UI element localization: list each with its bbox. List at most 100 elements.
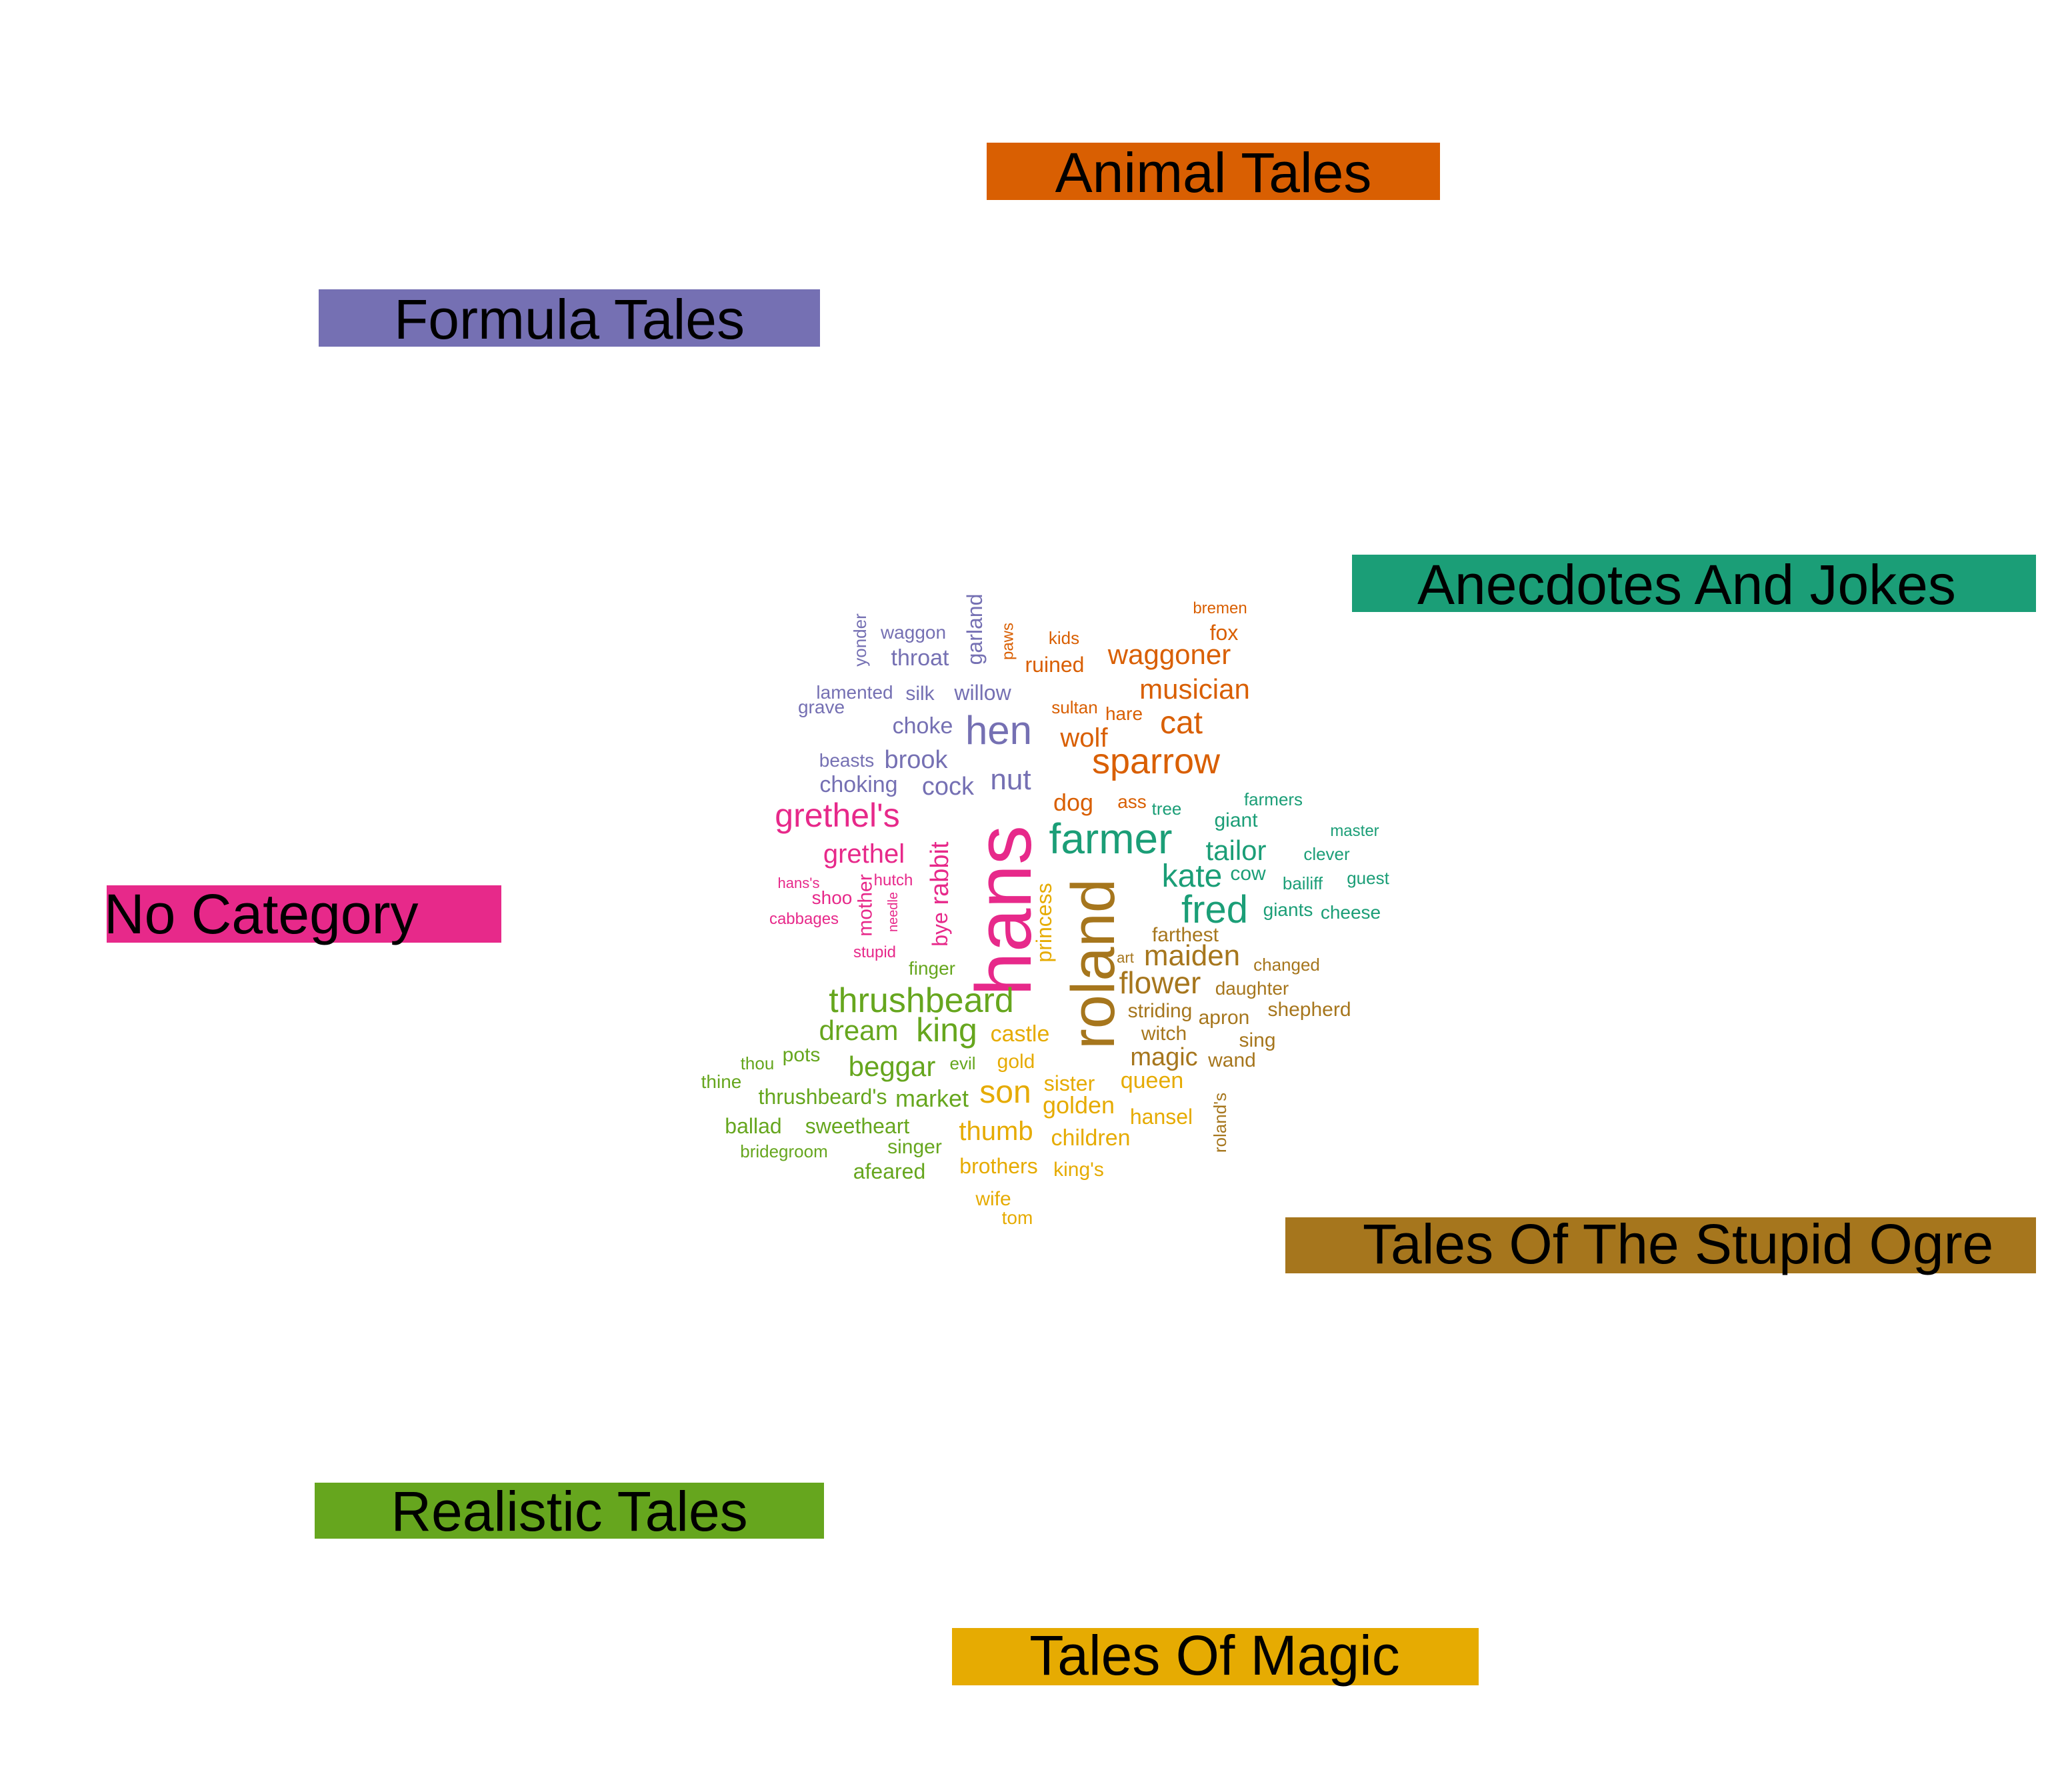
word-finger: finger	[909, 958, 955, 979]
word-wand: wand	[1207, 1049, 1256, 1071]
word-grethel-s: grethel's	[775, 797, 899, 834]
word-willow: willow	[953, 681, 1011, 705]
category-text-formula: Formula Tales	[394, 288, 745, 351]
word-brothers: brothers	[959, 1154, 1037, 1178]
word-sultan: sultan	[1051, 697, 1097, 717]
word-bremen: bremen	[1193, 599, 1247, 617]
word-witch: witch	[1141, 1023, 1187, 1045]
word-sweetheart: sweetheart	[805, 1114, 910, 1138]
word-queen: queen	[1121, 1068, 1184, 1093]
word-sister: sister	[1044, 1071, 1095, 1095]
word-throat: throat	[891, 645, 949, 671]
word-dog: dog	[1053, 789, 1093, 816]
word-fred: fred	[1181, 888, 1248, 931]
word-beggar: beggar	[849, 1051, 936, 1082]
word-guest: guest	[1347, 868, 1389, 888]
category-box-magic	[952, 1628, 1479, 1685]
word-beasts: beasts	[819, 750, 875, 771]
word-wife: wife	[975, 1188, 1011, 1210]
word-shepherd: shepherd	[1267, 999, 1351, 1021]
word-apron: apron	[1199, 1007, 1250, 1029]
word-dream: dream	[819, 1015, 898, 1046]
category-label-anecdotes: Anecdotes And Jokes	[1352, 553, 2036, 616]
word-wolf: wolf	[1059, 723, 1108, 753]
word-nut: nut	[990, 763, 1031, 796]
word-farmers: farmers	[1244, 789, 1303, 809]
word-thrushbeard-s: thrushbeard's	[759, 1085, 887, 1109]
word-evil: evil	[949, 1053, 975, 1073]
category-labels: Animal Tales Formula Tales Anecdotes And…	[104, 141, 2036, 1687]
word-kate: kate	[1162, 859, 1223, 894]
word-tailor: tailor	[1205, 835, 1266, 866]
category-text-anecdotes: Anecdotes And Jokes	[1417, 553, 1956, 616]
word-afeared: afeared	[853, 1159, 926, 1183]
word-hans: hans	[960, 825, 1048, 996]
word-clever: clever	[1303, 844, 1350, 864]
category-label-animal: Animal Tales	[987, 141, 1440, 204]
word-silk: silk	[905, 683, 935, 705]
word-tree: tree	[1152, 799, 1182, 819]
word-brook: brook	[884, 746, 948, 774]
word-art: art	[1117, 949, 1134, 966]
word-needle: needle	[886, 892, 901, 932]
word-golden: golden	[1043, 1091, 1115, 1119]
category-label-realistic: Realistic Tales	[315, 1480, 824, 1543]
word-thine: thine	[701, 1071, 742, 1092]
word-cat: cat	[1160, 705, 1203, 741]
category-label-formula: Formula Tales	[319, 288, 820, 351]
word-gold: gold	[997, 1051, 1035, 1073]
category-box-nocat	[107, 885, 501, 943]
word-pots: pots	[783, 1044, 821, 1066]
category-label-magic: Tales Of Magic	[952, 1624, 1479, 1687]
word-thrushbeard: thrushbeard	[829, 981, 1014, 1020]
category-label-ogre: Tales Of The Stupid Ogre	[1285, 1213, 2036, 1275]
word-singer: singer	[887, 1136, 942, 1158]
word-waggon: waggon	[880, 622, 946, 643]
word-rabbit: rabbit	[926, 841, 954, 905]
word-son: son	[979, 1075, 1031, 1110]
word-stupid: stupid	[853, 943, 896, 961]
word-sing: sing	[1239, 1029, 1275, 1051]
word-thumb: thumb	[959, 1117, 1033, 1146]
word-sparrow: sparrow	[1092, 741, 1221, 781]
word-hutch: hutch	[874, 871, 913, 889]
word-fox: fox	[1210, 621, 1239, 645]
word-changed: changed	[1253, 955, 1320, 975]
word-garland: garland	[963, 594, 987, 665]
word-farmer: farmer	[1049, 815, 1173, 863]
word-hansel: hansel	[1130, 1105, 1193, 1129]
word-maiden: maiden	[1144, 939, 1240, 972]
word-castle: castle	[991, 1021, 1050, 1047]
word-children: children	[1051, 1125, 1130, 1151]
word-thou: thou	[741, 1053, 775, 1073]
word-musician: musician	[1139, 673, 1250, 705]
word-roland-s: roland's	[1210, 1093, 1230, 1153]
word-paws: paws	[999, 623, 1017, 660]
word-farthest: farthest	[1152, 924, 1219, 946]
word-market: market	[895, 1085, 969, 1112]
word-ruined: ruined	[1025, 653, 1085, 677]
word-cheese: cheese	[1321, 902, 1381, 923]
category-box-ogre	[1285, 1217, 2036, 1273]
word-choking: choking	[819, 772, 897, 797]
category-text-ogre: Tales Of The Stupid Ogre	[1363, 1213, 1993, 1275]
word-bailiff: bailiff	[1283, 873, 1323, 893]
word-daughter: daughter	[1215, 978, 1289, 999]
word-bye: bye	[928, 912, 952, 947]
category-box-realistic	[315, 1483, 824, 1539]
word-hen: hen	[965, 708, 1032, 753]
word-princess: princess	[1032, 883, 1056, 962]
word-striding: striding	[1128, 1000, 1193, 1022]
category-box-animal	[987, 143, 1440, 200]
word-mother: mother	[855, 874, 877, 936]
word-grave: grave	[798, 697, 845, 717]
category-box-formula	[319, 289, 820, 347]
word-giant: giant	[1214, 809, 1258, 831]
word-hans-s: hans's	[778, 875, 820, 891]
word-king-s: king's	[1053, 1159, 1104, 1181]
word-flower: flower	[1119, 965, 1201, 1000]
word-roland: roland	[1059, 879, 1127, 1049]
category-text-magic: Tales Of Magic	[1029, 1624, 1400, 1687]
